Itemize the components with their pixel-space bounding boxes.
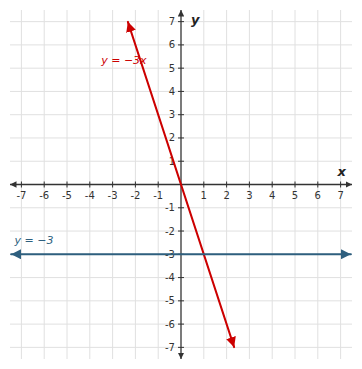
x-tick <box>158 182 159 188</box>
y-tick <box>178 231 184 232</box>
x-tick-label: 4 <box>269 190 275 201</box>
x-tick-label: -4 <box>85 190 95 201</box>
y-tick-label: -7 <box>165 342 175 353</box>
plot-area <box>11 22 351 347</box>
grid-line-x <box>21 10 22 359</box>
y-tick-label: 4 <box>169 86 175 97</box>
x-axis-label: x <box>337 164 347 179</box>
series-label: y = −3x <box>100 54 147 67</box>
x-tick <box>249 182 250 188</box>
x-tick-label: 3 <box>246 190 252 201</box>
grid <box>10 10 352 359</box>
y-tick <box>178 300 184 301</box>
grid-line-y <box>10 91 352 92</box>
x-tick-label: -2 <box>130 190 140 201</box>
y-axis-label: y <box>191 12 200 27</box>
y-tick <box>178 68 184 69</box>
x-tick <box>272 182 273 188</box>
x-tick <box>203 182 204 188</box>
grid-line-x <box>158 10 159 359</box>
x-tick <box>21 182 22 188</box>
x-tick-label: 1 <box>201 190 207 201</box>
grid-line-y <box>10 44 352 45</box>
x-tick <box>340 182 341 188</box>
grid-line-x <box>44 10 45 359</box>
y-tick-label: 3 <box>169 109 175 120</box>
x-tick-label: -3 <box>108 190 118 201</box>
y-tick <box>178 114 184 115</box>
grid-line-x <box>295 10 296 359</box>
x-tick-label: -7 <box>16 190 26 201</box>
y-tick-label: -6 <box>165 319 175 330</box>
x-tick <box>317 182 318 188</box>
x-tick-label: 5 <box>292 190 298 201</box>
y-tick-label: 7 <box>169 16 175 27</box>
y-tick-label: -1 <box>165 202 175 213</box>
grid-line-x <box>203 10 204 359</box>
y-tick <box>178 21 184 22</box>
grid-line-x <box>317 10 318 359</box>
y-tick-label: 2 <box>169 132 175 143</box>
y-tick-label: -4 <box>165 272 175 283</box>
grid-line-y <box>10 300 352 301</box>
grid-line-y <box>10 277 352 278</box>
x-tick <box>135 182 136 188</box>
grid-line-y <box>10 231 352 232</box>
y-tick-label: 6 <box>169 39 175 50</box>
chart-svg: -7-6-5-4-3-2-11234567-7-6-5-4-3-2-112345… <box>0 0 362 369</box>
grid-line-x <box>340 10 341 359</box>
axes: -7-6-5-4-3-2-11234567-7-6-5-4-3-2-112345… <box>10 10 352 359</box>
x-tick-label: -6 <box>39 190 49 201</box>
grid-line-y <box>10 137 352 138</box>
grid-line-x <box>67 10 68 359</box>
series-line <box>11 253 351 255</box>
x-tick-label: 2 <box>223 190 229 201</box>
y-tick <box>178 324 184 325</box>
grid-line-x <box>272 10 273 359</box>
x-tick <box>295 182 296 188</box>
y-tick <box>178 137 184 138</box>
x-tick-label: -1 <box>153 190 163 201</box>
y-tick <box>178 347 184 348</box>
grid-line-y <box>10 254 352 255</box>
y-tick-label: -5 <box>165 295 175 306</box>
x-tick-label: -5 <box>62 190 72 201</box>
x-tick <box>226 182 227 188</box>
y-tick-label: 5 <box>169 63 175 74</box>
grid-line-x <box>89 10 90 359</box>
y-tick <box>178 44 184 45</box>
grid-line-x <box>226 10 227 359</box>
grid-line-y <box>10 207 352 208</box>
series-label: y = −3 <box>14 234 54 247</box>
grid-line-y <box>10 324 352 325</box>
chart-container: -7-6-5-4-3-2-11234567-7-6-5-4-3-2-112345… <box>0 0 362 369</box>
grid-line-x <box>249 10 250 359</box>
series-line <box>128 22 234 347</box>
y-tick-label: -2 <box>165 226 175 237</box>
y-tick <box>178 277 184 278</box>
y-tick <box>178 91 184 92</box>
x-tick-label: 7 <box>337 190 343 201</box>
y-tick <box>178 161 184 162</box>
grid-line-y <box>10 161 352 162</box>
x-tick <box>67 182 68 188</box>
grid-line-y <box>10 68 352 69</box>
grid-line-y <box>10 347 352 348</box>
x-tick <box>44 182 45 188</box>
grid-line-y <box>10 114 352 115</box>
x-tick-label: 6 <box>315 190 321 201</box>
x-tick <box>89 182 90 188</box>
x-tick <box>112 182 113 188</box>
grid-line-y <box>10 21 352 22</box>
y-tick <box>178 207 184 208</box>
